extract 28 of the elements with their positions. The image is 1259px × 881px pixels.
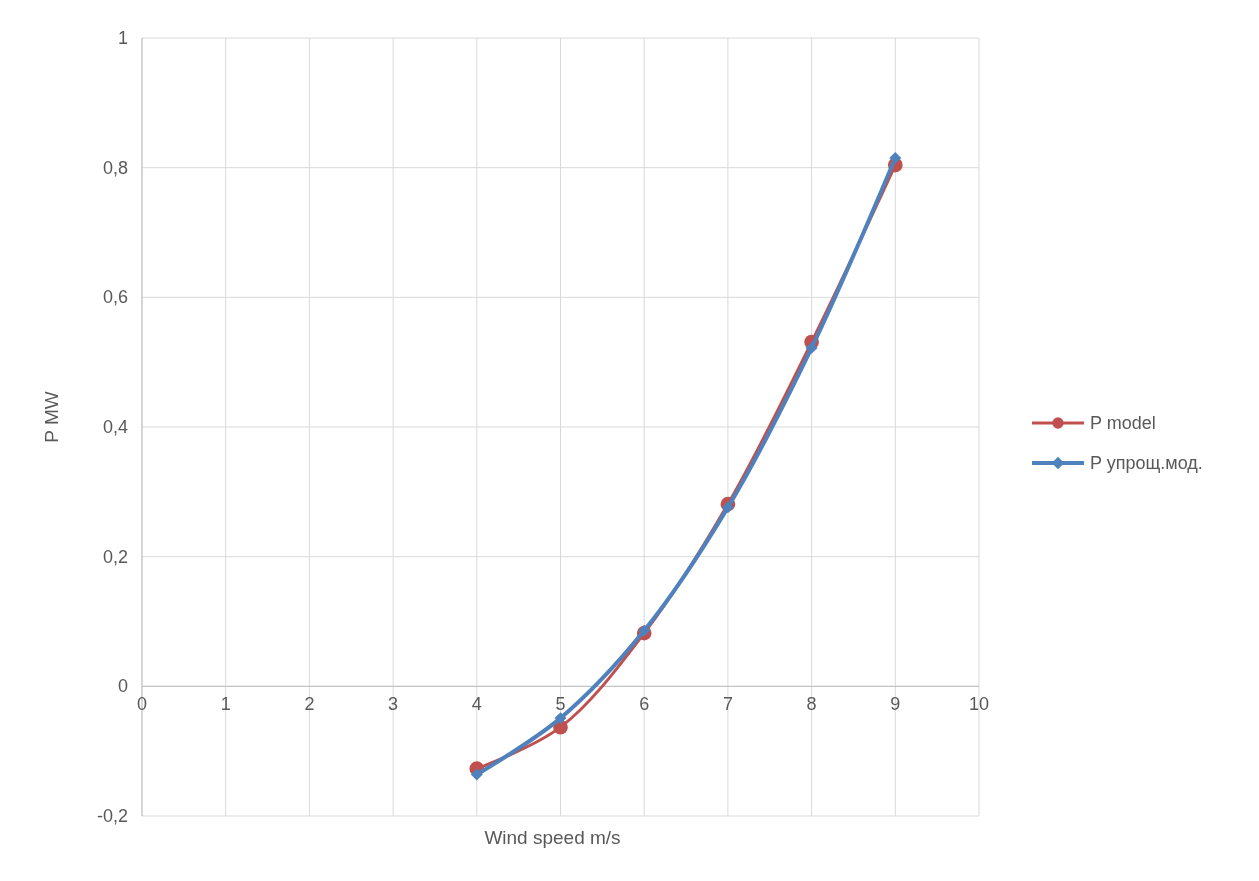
y-tick-label: 0,6 xyxy=(102,287,128,308)
x-tick-label: 10 xyxy=(968,694,990,715)
y-tick-label: 0,4 xyxy=(102,417,128,437)
x-tick-label: 3 xyxy=(388,694,399,715)
legend-label: P упрощ.мод. xyxy=(1090,453,1203,473)
y-tick-label: -0,2 xyxy=(96,806,128,826)
point xyxy=(470,768,483,781)
x-tick-label: 0 xyxy=(136,694,148,715)
x-axis-title: Wind speed m/s xyxy=(484,827,621,848)
x-tick-label: 2 xyxy=(304,694,315,715)
x-tick-label: 8 xyxy=(806,694,817,715)
y-tick-label: 0,2 xyxy=(102,546,128,567)
x-tick-label: 4 xyxy=(471,694,482,715)
y-tick-label: 1 xyxy=(117,28,128,48)
y-tick-label: 0 xyxy=(117,676,128,697)
point xyxy=(889,152,902,164)
x-tick-label: 6 xyxy=(639,694,650,715)
x-tick-label: 1 xyxy=(220,694,231,715)
point xyxy=(638,624,651,637)
y-axis-title: P MW xyxy=(41,391,62,443)
x-tick-label: 7 xyxy=(722,694,733,715)
point xyxy=(554,712,567,725)
x-tick-label: 9 xyxy=(890,694,901,715)
legend-label: P model xyxy=(1090,413,1156,433)
point xyxy=(805,341,818,354)
x-tick-label: 5 xyxy=(555,694,566,715)
y-tick-label: 0,8 xyxy=(102,157,128,178)
point xyxy=(721,501,734,514)
